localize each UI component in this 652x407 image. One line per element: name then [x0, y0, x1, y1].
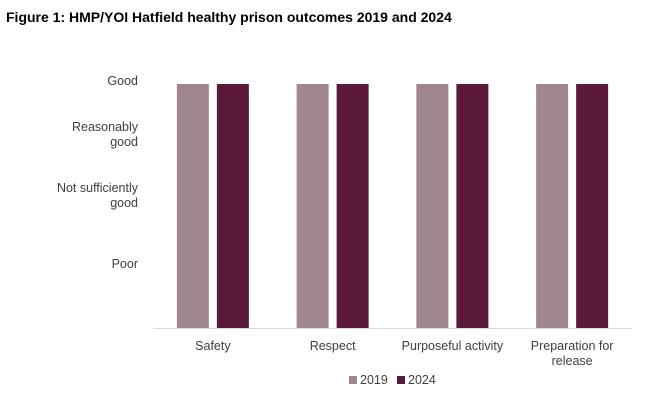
y-tick-label-line: Poor — [112, 257, 138, 271]
bar-2024 — [576, 84, 609, 328]
y-tick-label: Reasonably good — [72, 120, 139, 149]
x-tick-label-line: Respect — [310, 339, 356, 353]
bar-2024 — [216, 84, 249, 328]
y-tick-label-line: Not sufficiently — [57, 181, 139, 195]
y-tick-label: Not sufficiently good — [57, 181, 139, 210]
x-axis: Safety Respect Purposeful activity Preparat… — [195, 339, 613, 368]
x-tick-label-line: Safety — [195, 339, 231, 353]
bar-2024 — [456, 84, 489, 328]
x-tick-label: Respect — [310, 339, 356, 353]
y-tick-label-line: good — [110, 196, 138, 210]
x-tick-label-line: release — [552, 354, 593, 368]
figure-title: Figure 1: HMP/YOI Hatfield healthy priso… — [6, 9, 452, 25]
bar-2019 — [536, 84, 569, 328]
legend: 2019 2024 — [349, 373, 436, 387]
x-tick-label-line: Preparation for — [531, 339, 614, 353]
bar-group — [176, 84, 609, 328]
legend-swatch-2024 — [397, 376, 405, 384]
x-tick-label: Preparation for release — [531, 339, 614, 368]
y-tick-label-line: Good — [107, 74, 138, 88]
legend-swatch-2019 — [349, 376, 357, 384]
legend-label-2019: 2019 — [360, 373, 388, 387]
y-tick-label-line: Reasonably — [72, 120, 139, 134]
legend-label-2024: 2024 — [408, 373, 436, 387]
x-tick-label-line: Purposeful activity — [402, 339, 504, 353]
bar-2019 — [176, 84, 209, 328]
y-tick-label: Poor — [112, 257, 138, 271]
y-tick-label: Good — [107, 74, 138, 88]
x-tick-label: Safety — [195, 339, 231, 353]
bar-2019 — [296, 84, 329, 328]
bar-2019 — [416, 84, 449, 328]
bar-2024 — [336, 84, 369, 328]
x-tick-label: Purposeful activity — [402, 339, 504, 353]
y-tick-label-line: good — [110, 135, 138, 149]
